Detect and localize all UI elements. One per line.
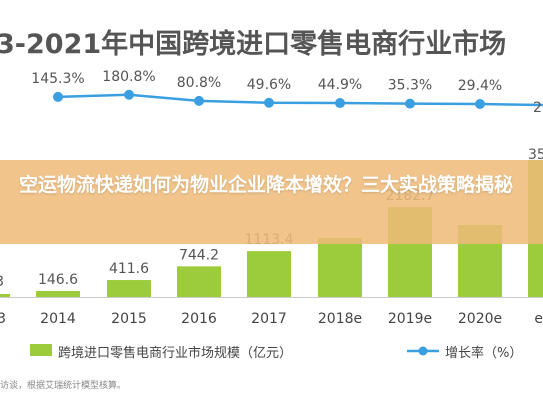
bar-2014 [36, 290, 80, 297]
legend-bar-swatch [30, 344, 52, 356]
bar-label-2014: 146.6 [38, 272, 78, 288]
x-tick-2014: 2014 [40, 311, 76, 327]
x-tick-2015: 2015 [111, 311, 147, 327]
bar-2017 [247, 251, 291, 297]
line-point-2016 [194, 95, 204, 106]
line-point-2018e [335, 98, 345, 109]
bar-label-3: 3 [0, 274, 4, 290]
line-label-2017: 49.6% [247, 77, 291, 93]
line-label-2019e: 35.3% [388, 78, 432, 94]
bar-label-partial-right: 35 [528, 147, 543, 163]
x-tick-2019e: 2019e [388, 311, 432, 327]
x-tick-2020e: 2020e [458, 311, 502, 327]
line-label-2018e: 44.9% [318, 77, 362, 93]
bar-2016 [177, 266, 221, 297]
bar-2015 [107, 280, 151, 297]
legend-line-label: 增长率（%） [445, 346, 523, 361]
line-label-2014: 145.3% [31, 71, 84, 87]
x-tick-2018e: 2018e [318, 311, 362, 327]
legend-line-swatch [407, 346, 439, 356]
article-title[interactable]: 空运物流快递如何为物业企业降本增效？三大实战策略揭秘 [18, 174, 513, 196]
line-label-2015: 180.8% [102, 69, 155, 85]
bar-partial-left [0, 294, 10, 297]
line-label-2020e: 29.4% [458, 78, 502, 94]
x-tick-3: 3 [0, 311, 6, 327]
chart-title: 3-2021年中国跨境进口零售电商行业市场 [0, 29, 507, 60]
line-point-2015 [124, 89, 134, 100]
legend-bar-label: 跨境进口零售电商行业市场规模（亿元） [58, 346, 293, 361]
line-label-e: 2 [533, 100, 542, 116]
bar-label-2016: 744.2 [179, 247, 219, 263]
line-point-2020e [475, 99, 485, 109]
bar-label-2015: 411.6 [109, 261, 149, 277]
line-point-2019e [405, 98, 415, 109]
growth-line [57, 93, 543, 107]
x-tick-2017: 2017 [251, 311, 287, 327]
line-point-2017 [264, 97, 274, 108]
line-point-2014 [53, 91, 63, 102]
source-note: 访谈，根据艾瑞统计模型核算。 [0, 381, 127, 391]
bar-2018e [318, 238, 362, 297]
line-label-2016: 80.8% [177, 75, 221, 91]
x-tick-e: e [534, 311, 543, 327]
article-title-banner [0, 160, 543, 244]
x-tick-2016: 2016 [181, 311, 217, 327]
